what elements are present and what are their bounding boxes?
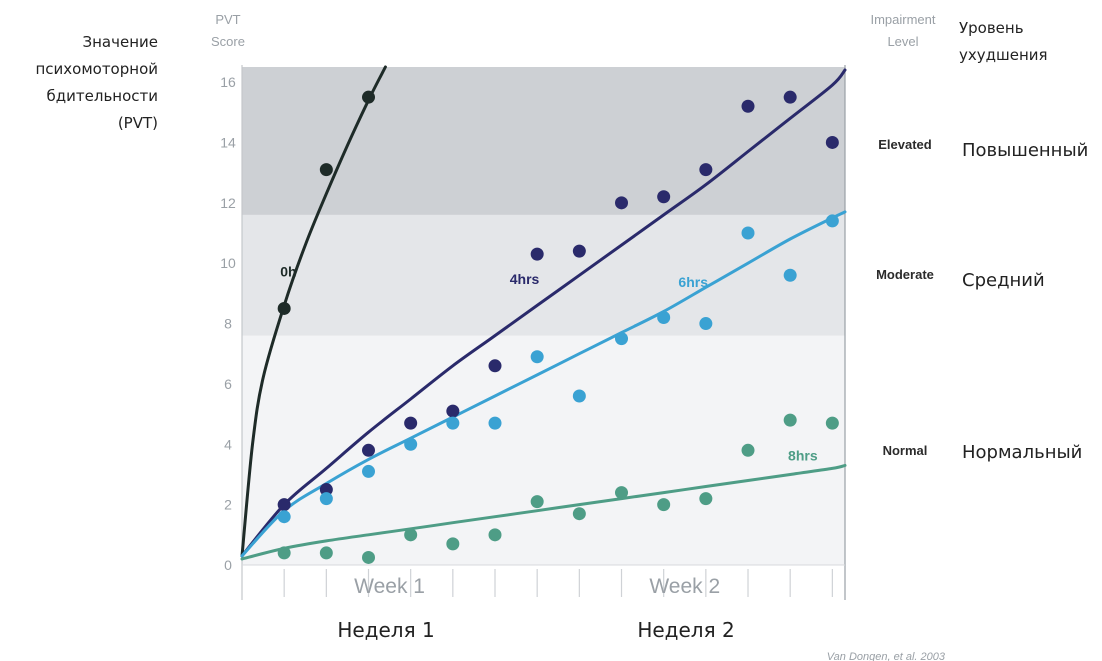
x-tick-label: Week 1 <box>354 575 425 598</box>
y-tick-label: 4 <box>224 436 232 452</box>
point-6hrs <box>362 464 376 478</box>
band-label-moderate: Moderate <box>876 267 934 282</box>
series-label-bg <box>784 447 821 464</box>
impairment-header-en-1: Impairment <box>870 12 935 27</box>
y-tick-label: 16 <box>220 74 236 90</box>
point-4hrs <box>825 135 839 149</box>
point-8hrs <box>446 537 460 551</box>
point-4hrs <box>699 163 713 177</box>
x-tick-label: Week 2 <box>649 575 720 598</box>
point-4hrs <box>362 443 376 457</box>
point-0h <box>277 301 291 315</box>
point-8hrs <box>319 546 333 560</box>
band-elevated <box>242 67 845 215</box>
y-tick-label: 6 <box>224 376 232 392</box>
curve-8hrs <box>240 463 847 561</box>
point-8hrs <box>699 492 713 506</box>
series-label-4hrs: 4hrs <box>510 271 540 287</box>
series-label-6hrs: 6hrs <box>678 274 708 290</box>
week-2-label-ru: Неделя 2 <box>637 618 734 642</box>
series-label-0h: 0h <box>280 263 296 279</box>
band-moderate <box>242 214 845 336</box>
y-tick-label: 0 <box>224 557 232 573</box>
point-4hrs <box>657 190 671 204</box>
point-6hrs <box>825 214 839 228</box>
point-8hrs <box>615 486 629 500</box>
point-6hrs <box>572 389 586 403</box>
band-normal <box>242 335 845 565</box>
point-6hrs <box>783 268 797 282</box>
point-6hrs <box>699 317 713 331</box>
point-4hrs <box>404 416 418 430</box>
point-4hrs <box>277 498 291 512</box>
y-tick-label: 10 <box>220 255 236 271</box>
point-6hrs <box>488 416 502 430</box>
source-citation: Van Dongen, et al. 2003 <box>827 651 946 661</box>
point-4hrs <box>741 99 755 113</box>
band-label-elevated-ru: Повышенный <box>962 140 1088 161</box>
point-6hrs <box>319 492 333 506</box>
y-tick-label: 14 <box>220 134 236 150</box>
point-4hrs <box>488 359 502 373</box>
y-label-en-1: PVT <box>215 12 240 27</box>
y-label-ru-4: (PVT) <box>118 114 158 132</box>
y-tick-label: 8 <box>224 316 232 332</box>
point-4hrs <box>319 483 333 497</box>
series-labels: 0h 4hrs 6hrs 8hrs <box>280 263 821 464</box>
band-label-normal: Normal <box>883 443 928 458</box>
curve-6hrs <box>240 210 847 558</box>
point-0h <box>362 90 376 104</box>
point-8hrs <box>530 495 544 509</box>
point-6hrs <box>277 510 291 524</box>
trend-curves <box>240 65 847 561</box>
point-4hrs <box>572 244 586 258</box>
data-points <box>277 90 839 564</box>
point-8hrs <box>825 416 839 430</box>
axes: 0 2 4 6 8 10 12 14 16 Week 1 Week 2 <box>220 65 846 600</box>
point-4hrs <box>615 196 629 210</box>
point-4hrs <box>446 404 460 418</box>
point-6hrs <box>446 416 460 430</box>
point-8hrs <box>741 443 755 457</box>
curve-0h <box>240 65 387 558</box>
y-label-ru-1: Значение <box>83 33 159 51</box>
band-label-moderate-ru: Средний <box>962 270 1045 291</box>
point-6hrs <box>404 437 418 451</box>
y-label-ru-3: бдительности <box>47 87 158 105</box>
point-8hrs <box>404 528 418 542</box>
curve-4hrs <box>240 68 847 558</box>
point-6hrs <box>615 332 629 346</box>
impairment-header-en-2: Level <box>887 34 918 49</box>
y-label-en-2: Score <box>211 34 245 49</box>
point-6hrs <box>530 350 544 364</box>
impairment-header-ru-2: ухудшения <box>959 46 1048 64</box>
y-tick-label: 2 <box>224 497 232 513</box>
point-8hrs <box>362 550 376 564</box>
week-1-label-ru: Неделя 1 <box>337 618 434 642</box>
point-8hrs <box>488 528 502 542</box>
point-4hrs <box>530 247 544 261</box>
point-8hrs <box>657 498 671 512</box>
point-8hrs <box>572 507 586 521</box>
point-4hrs <box>783 90 797 104</box>
y-label-ru-2: психомоторной <box>35 60 158 78</box>
series-label-8hrs: 8hrs <box>788 447 818 463</box>
band-label-normal-ru: Нормальный <box>962 442 1082 463</box>
y-tick-label: 12 <box>220 195 236 211</box>
band-label-elevated: Elevated <box>878 137 932 152</box>
point-6hrs <box>657 311 671 325</box>
point-8hrs <box>277 546 291 560</box>
impairment-header-ru-1: Уровень <box>959 19 1024 37</box>
point-6hrs <box>741 226 755 240</box>
point-0h <box>319 163 333 177</box>
point-8hrs <box>783 413 797 427</box>
